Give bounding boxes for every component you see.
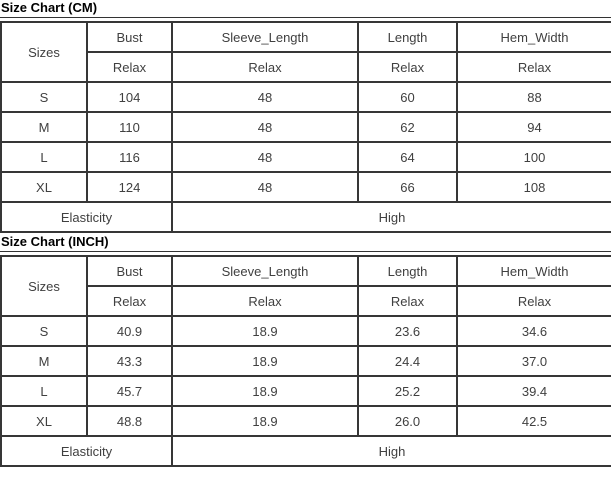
cm-measure-bust: Relax: [86, 51, 173, 83]
table-row: XL 48.8 18.9 26.0 42.5: [0, 405, 611, 437]
inch-cell-l-bust: 45.7: [86, 375, 173, 407]
inch-row-label-l: L: [0, 375, 88, 407]
size-chart-cm-title: Size Chart (CM): [0, 0, 611, 18]
inch-cell-xl-hem: 42.5: [456, 405, 611, 437]
inch-cell-xl-length: 26.0: [357, 405, 458, 437]
size-chart-cm-table: Sizes Bust Sleeve_Length Length Hem_Widt…: [0, 21, 611, 233]
inch-cell-xl-bust: 48.8: [86, 405, 173, 437]
cm-cell-m-hem: 94: [456, 111, 611, 143]
inch-measure-sleeve-length: Relax: [171, 285, 359, 317]
inch-column-header-hem-width: Hem_Width: [456, 255, 611, 287]
cm-row-label-l: L: [0, 141, 88, 173]
inch-measure-row: Relax Relax Relax Relax: [1, 285, 611, 317]
cm-cell-s-sleeve: 48: [171, 81, 359, 113]
cm-elasticity-row: Elasticity High: [0, 201, 611, 233]
cm-cell-s-length: 60: [357, 81, 458, 113]
inch-row-label-s: S: [0, 315, 88, 347]
inch-column-header-sleeve-length: Sleeve_Length: [171, 255, 359, 287]
table-row: S 104 48 60 88: [0, 81, 611, 113]
inch-cell-l-sleeve: 18.9: [171, 375, 359, 407]
table-row: XL 124 48 66 108: [0, 171, 611, 203]
cm-column-header-length: Length: [357, 21, 458, 53]
inch-header-row: Sizes Bust Sleeve_Length Length Hem_Widt…: [0, 255, 611, 317]
cm-cell-l-hem: 100: [456, 141, 611, 173]
inch-cell-m-bust: 43.3: [86, 345, 173, 377]
inch-cell-s-hem: 34.6: [456, 315, 611, 347]
cm-measure-sleeve-length: Relax: [171, 51, 359, 83]
inch-cell-m-hem: 37.0: [456, 345, 611, 377]
cm-row-label-xl: XL: [0, 171, 88, 203]
cm-elasticity-label-cell: Elasticity: [0, 201, 173, 233]
cm-header-row: Sizes Bust Sleeve_Length Length Hem_Widt…: [0, 21, 611, 83]
cm-corner-header-sizes: Sizes: [0, 21, 88, 83]
inch-column-header-bust: Bust: [86, 255, 173, 287]
cm-row-label-s: S: [0, 81, 88, 113]
inch-elasticity-row: Elasticity High: [0, 435, 611, 467]
size-chart-inch-title: Size Chart (INCH): [0, 234, 611, 252]
inch-measure-hem-width: Relax: [456, 285, 611, 317]
cm-measure-length: Relax: [357, 51, 458, 83]
cm-cell-m-length: 62: [357, 111, 458, 143]
size-chart-inch-table: Sizes Bust Sleeve_Length Length Hem_Widt…: [0, 255, 611, 467]
inch-corner-header-sizes: Sizes: [0, 255, 88, 317]
table-row: L 45.7 18.9 25.2 39.4: [0, 375, 611, 407]
inch-cell-l-hem: 39.4: [456, 375, 611, 407]
cm-column-header-sleeve-length: Sleeve_Length: [171, 21, 359, 53]
cm-cell-m-sleeve: 48: [171, 111, 359, 143]
cm-row-label-m: M: [0, 111, 88, 143]
cm-column-header-bust: Bust: [86, 21, 173, 53]
cm-measure-row: Relax Relax Relax Relax: [1, 51, 611, 83]
inch-measure-bust: Relax: [86, 285, 173, 317]
inch-row-label-m: M: [0, 345, 88, 377]
cm-cell-xl-length: 66: [357, 171, 458, 203]
cm-cell-s-bust: 104: [86, 81, 173, 113]
table-row: L 116 48 64 100: [0, 141, 611, 173]
inch-measure-length: Relax: [357, 285, 458, 317]
inch-cell-xl-sleeve: 18.9: [171, 405, 359, 437]
cm-cell-xl-sleeve: 48: [171, 171, 359, 203]
cm-measure-hem-width: Relax: [456, 51, 611, 83]
inch-cell-m-sleeve: 18.9: [171, 345, 359, 377]
cm-cell-l-sleeve: 48: [171, 141, 359, 173]
cm-cell-xl-hem: 108: [456, 171, 611, 203]
cm-cell-m-bust: 110: [86, 111, 173, 143]
cm-cell-s-hem: 88: [456, 81, 611, 113]
cm-column-header-hem-width: Hem_Width: [456, 21, 611, 53]
inch-elasticity-label-cell: Elasticity: [0, 435, 173, 467]
table-row: M 110 48 62 94: [0, 111, 611, 143]
cm-cell-l-length: 64: [357, 141, 458, 173]
cm-cell-l-bust: 116: [86, 141, 173, 173]
inch-cell-m-length: 24.4: [357, 345, 458, 377]
inch-cell-l-length: 25.2: [357, 375, 458, 407]
inch-cell-s-bust: 40.9: [86, 315, 173, 347]
cm-elasticity-value-cell: High: [171, 201, 611, 233]
inch-cell-s-length: 23.6: [357, 315, 458, 347]
inch-column-header-length: Length: [357, 255, 458, 287]
cm-cell-xl-bust: 124: [86, 171, 173, 203]
inch-elasticity-value-cell: High: [171, 435, 611, 467]
table-row: S 40.9 18.9 23.6 34.6: [0, 315, 611, 347]
inch-cell-s-sleeve: 18.9: [171, 315, 359, 347]
inch-row-label-xl: XL: [0, 405, 88, 437]
table-row: M 43.3 18.9 24.4 37.0: [0, 345, 611, 377]
